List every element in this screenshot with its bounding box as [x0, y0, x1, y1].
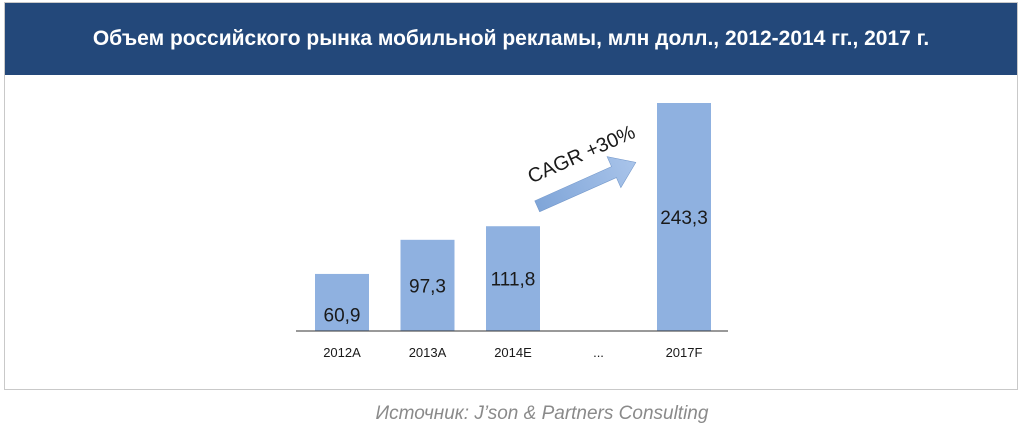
source-note: Источник: J’son & Partners Consulting [375, 403, 709, 424]
bar-2017f [657, 103, 711, 331]
x-tick-label: 2014E [494, 345, 532, 360]
x-tick-label: 2012A [323, 345, 361, 360]
x-tick-label: 2017F [666, 345, 703, 360]
x-tick-label: 2013A [409, 345, 447, 360]
chart-title: Объем российского рынка мобильной реклам… [92, 27, 930, 50]
bar-2014e [486, 226, 540, 331]
value-label-2014e: 111,8 [491, 270, 536, 291]
value-label-2013a: 97,3 [409, 276, 446, 297]
x-tick-label: ... [593, 345, 604, 360]
chart-header: Объем российского рынка мобильной реклам… [5, 3, 1017, 75]
bar-2012a [315, 273, 369, 331]
bar-2013a [400, 239, 455, 331]
value-label-2017f: 243,3 [660, 208, 708, 229]
cagr-arrow [534, 156, 637, 213]
value-label-2012a: 60,9 [324, 305, 361, 326]
